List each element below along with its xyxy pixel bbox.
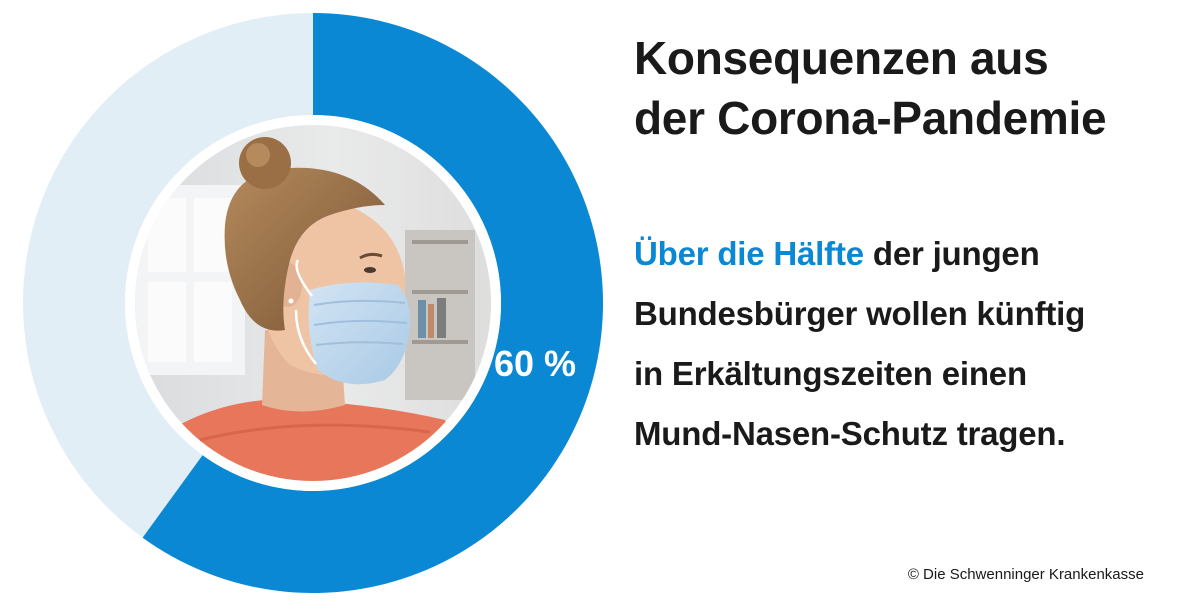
statement-line-3: in Erkältungszeiten einen <box>634 355 1027 392</box>
donut-chart: 60 % <box>23 13 603 593</box>
copyright-notice: © Die Schwenninger Krankenkasse <box>907 566 1144 583</box>
page-title: Konsequenzen aus der Corona-Pandemie <box>634 28 1174 148</box>
title-line-2: der Corona-Pandemie <box>634 92 1107 144</box>
statement-line-1-rest: der jungen <box>863 235 1040 272</box>
donut-slice-40 <box>23 13 314 538</box>
statement-text: Über die Hälfte der jungen Bundesbürger … <box>634 224 1179 464</box>
statement-line-1: Über die Hälfte der jungen <box>634 224 1179 284</box>
data-label-60-percent: 60 % <box>494 343 576 384</box>
statement-line-4: Mund-Nasen-Schutz tragen. <box>634 415 1066 452</box>
statement-highlight: Über die Hälfte <box>634 235 864 272</box>
woman-with-face-mask-photo <box>135 125 491 481</box>
statement-line-2: Bundesbürger wollen künftig <box>634 295 1086 332</box>
donut-slice-60 <box>142 13 603 593</box>
title-line-1: Konsequenzen aus <box>634 32 1049 84</box>
